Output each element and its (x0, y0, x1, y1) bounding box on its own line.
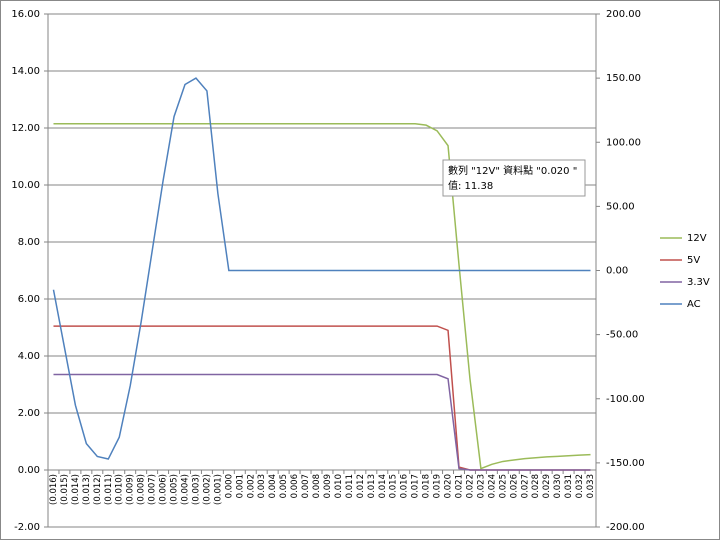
x-tick-label: 0.015 (389, 474, 399, 498)
y-tick-label: 10.00 (11, 180, 40, 191)
x-tick-label: 0.021 (455, 474, 465, 498)
x-tick-label: 0.014 (378, 474, 388, 498)
y2-tick-label: -100.00 (606, 394, 645, 405)
x-tick-label: (0.001) (213, 474, 223, 505)
x-tick-label: 0.008 (312, 474, 322, 498)
legend-label: 5V (687, 255, 700, 266)
x-tick-label: (0.009) (126, 474, 136, 505)
tooltip-title: 數列 "12V" 資料點 "0.020 " (448, 164, 577, 177)
x-tick-label: (0.015) (60, 474, 70, 505)
series-line (52, 77, 591, 460)
y-tick-label: 12.00 (11, 123, 40, 134)
x-tick-label: 0.017 (411, 474, 421, 498)
x-tick-label: 0.006 (290, 474, 300, 498)
y2-tick-label: 50.00 (606, 201, 635, 212)
x-tick-label: 0.001 (235, 474, 245, 498)
y-tick-label: 8.00 (18, 237, 40, 248)
x-tick-label: 0.009 (323, 474, 333, 498)
x-tick-label: (0.006) (159, 474, 169, 505)
x-tick-label: 0.023 (476, 474, 486, 498)
x-tick-label: 0.011 (345, 474, 355, 498)
x-tick-label: 0.024 (487, 474, 497, 498)
y-tick-label: 16.00 (11, 9, 40, 20)
tooltip: 數列 "12V" 資料點 "0.020 " 值: 11.38 (442, 159, 586, 197)
y-tick-label: -2.00 (14, 522, 40, 533)
x-tick-label: 0.031 (564, 474, 574, 498)
y-tick-label: 6.00 (18, 294, 40, 305)
x-tick-label: 0.026 (509, 474, 519, 498)
y-tick-label: 2.00 (18, 408, 40, 419)
x-tick-label: (0.014) (71, 474, 81, 505)
y2-tick-label: 200.00 (606, 9, 641, 20)
x-tick-label: 0.016 (400, 474, 410, 498)
x-tick-label: 0.025 (498, 474, 508, 498)
x-tick-label: 0.019 (433, 474, 443, 498)
x-tick-label: 0.013 (367, 474, 377, 498)
y2-tick-label: 100.00 (606, 137, 641, 148)
tooltip-box (442, 159, 586, 197)
x-tick-label: (0.011) (104, 474, 114, 505)
x-tick-label: 0.032 (575, 474, 585, 498)
x-tick-label: (0.007) (148, 474, 158, 505)
x-tick-label: (0.016) (49, 474, 59, 505)
legend-label: 12V (687, 233, 707, 244)
x-tick-label: 0.030 (553, 474, 563, 498)
series-line (53, 122, 591, 470)
x-tick-label: 0.003 (257, 474, 267, 498)
tooltip-value: 值: 11.38 (448, 179, 493, 192)
x-tick-label: (0.002) (202, 474, 212, 505)
x-tick-label: (0.012) (93, 474, 103, 505)
x-tick-label: (0.008) (137, 474, 147, 505)
x-tick-label: 0.012 (356, 474, 366, 498)
x-tick-label: (0.013) (82, 474, 92, 505)
series-line (53, 373, 591, 471)
x-tick-label: 0.027 (520, 474, 530, 498)
y2-tick-label: -150.00 (606, 458, 645, 469)
x-tick-label: 0.002 (246, 474, 256, 498)
x-tick-label: 0.033 (586, 474, 596, 498)
x-tick-label: (0.005) (170, 474, 180, 505)
x-tick-label: 0.018 (422, 474, 432, 498)
legend-label: AC (687, 299, 701, 310)
x-tick-label: (0.003) (191, 474, 201, 505)
x-tick-label: 0.029 (542, 474, 552, 498)
x-tick-label: 0.028 (531, 474, 541, 498)
y2-tick-label: 150.00 (606, 73, 641, 84)
y-tick-label: 4.00 (18, 351, 40, 362)
x-tick-label: 0.007 (301, 474, 311, 498)
x-tick-label: 0.005 (279, 474, 289, 498)
y-tick-label: 14.00 (11, 66, 40, 77)
x-tick-label: 0.022 (465, 474, 475, 498)
x-tick-label: (0.004) (181, 474, 191, 505)
legend-label: 3.3V (687, 277, 710, 288)
y-tick-label: 0.00 (18, 465, 40, 476)
x-tick-label: 0.000 (224, 474, 234, 498)
y2-tick-label: 0.00 (606, 266, 628, 277)
x-tick-label: 0.010 (334, 474, 344, 498)
x-tick-label: 0.004 (268, 474, 278, 498)
y2-tick-label: -50.00 (606, 330, 638, 341)
x-tick-label: (0.010) (115, 474, 125, 505)
x-tick-label: 0.020 (444, 474, 454, 498)
y2-tick-label: -200.00 (606, 522, 645, 533)
